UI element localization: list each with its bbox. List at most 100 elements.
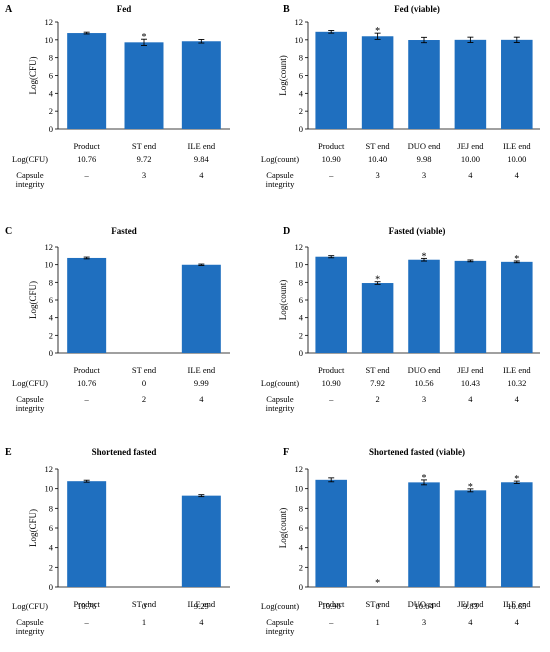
panel-letter: F <box>283 447 289 458</box>
panel-b: B Fed (viable) 0 2 4 6 8 10 12 Log(count) * Product… <box>261 4 540 189</box>
table-row-label: integrity <box>16 179 46 189</box>
panel-letter: E <box>5 447 12 458</box>
x-tick-label: Product <box>73 599 100 609</box>
table-cell: 9.98 <box>417 154 432 164</box>
significance-star: * <box>514 254 519 265</box>
table-cell: 9.83 <box>463 601 478 611</box>
y-tick-label: 2 <box>299 330 303 340</box>
table-cell: – <box>84 170 90 180</box>
significance-star: * <box>514 474 519 485</box>
table-cell: 3 <box>422 394 426 404</box>
y-tick-label: 0 <box>299 348 303 358</box>
table-cell: 10.76 <box>77 378 96 388</box>
significance-star: * <box>375 275 380 286</box>
panel-title: Fasted (viable) <box>389 226 446 236</box>
y-tick-label: 6 <box>49 523 53 533</box>
y-tick-label: 4 <box>49 313 54 323</box>
table-cell: 9.99 <box>194 378 209 388</box>
x-tick-label: JEJ end <box>457 141 484 151</box>
bar <box>315 256 347 353</box>
bar <box>181 264 221 353</box>
bar <box>501 482 533 587</box>
significance-star: * <box>422 473 427 484</box>
table-row-label: Log(count) <box>261 378 299 388</box>
table-row-label: Capsule <box>266 617 294 627</box>
table-cell: 10.76 <box>77 601 96 611</box>
table-cell: 4 <box>199 170 204 180</box>
table-cell: 4 <box>468 170 473 180</box>
table-cell: 9.72 <box>137 154 152 164</box>
table-cell: 10.00 <box>507 154 526 164</box>
y-tick-label: 4 <box>49 88 54 98</box>
x-tick-label: Product <box>318 141 345 151</box>
y-tick-label: 0 <box>49 582 53 592</box>
table-cell: 2 <box>375 394 379 404</box>
y-tick-label: 2 <box>49 330 53 340</box>
x-tick-label: ST end <box>366 141 391 151</box>
x-tick-label: Product <box>318 365 345 375</box>
panel-c: C Fasted 0 2 4 6 8 10 12 Log(CFU) Product ST end ILE… <box>5 226 230 413</box>
table-row-label: Log(CFU) <box>12 378 48 388</box>
table-row-label: Capsule <box>266 394 294 404</box>
y-tick-label: 8 <box>49 53 53 63</box>
table-cell: 4 <box>468 394 473 404</box>
table-row-label: Log(count) <box>261 601 299 611</box>
table-cell: 10.65 <box>507 601 526 611</box>
y-tick-label: 4 <box>299 543 304 553</box>
y-tick-label: 6 <box>49 71 53 81</box>
table-row-label: Log(count) <box>261 154 299 164</box>
x-tick-label: JEJ end <box>457 365 484 375</box>
table-cell: 4 <box>515 394 520 404</box>
y-tick-label: 12 <box>45 464 54 474</box>
y-tick-label: 2 <box>299 562 303 572</box>
table-cell: 9.84 <box>194 154 210 164</box>
table-cell: 9.29 <box>194 601 209 611</box>
table-cell: 4 <box>199 394 204 404</box>
x-tick-label: ST end <box>366 365 391 375</box>
y-tick-label: 8 <box>299 53 303 63</box>
y-tick-label: 10 <box>295 260 304 270</box>
bar <box>124 42 164 129</box>
y-tick-label: 4 <box>299 88 304 98</box>
y-tick-label: 12 <box>45 242 54 252</box>
panel-a: A Fed 0 2 4 6 8 10 12 Log(CFU) * Product ST end ILE e… <box>5 4 230 189</box>
bar <box>361 283 394 353</box>
y-tick-label: 12 <box>295 17 304 27</box>
table-cell: 4 <box>199 617 204 627</box>
table-cell: 4 <box>515 170 520 180</box>
table-cell: 1 <box>375 617 379 627</box>
table-cell: 0 <box>142 378 146 388</box>
y-tick-label: 0 <box>299 124 303 134</box>
x-tick-label: ILE end <box>188 141 216 151</box>
table-cell: 10.43 <box>461 378 480 388</box>
x-tick-label: Product <box>73 365 100 375</box>
table-row-label: Log(CFU) <box>12 601 48 611</box>
y-tick-label: 4 <box>299 313 304 323</box>
panel-title: Shortened fasted (viable) <box>369 447 465 457</box>
table-cell: 10.32 <box>507 378 526 388</box>
panel-title: Fed <box>117 4 132 14</box>
table-row-label: Log(CFU) <box>12 154 48 164</box>
y-tick-label: 8 <box>299 503 303 513</box>
y-tick-label: 6 <box>299 71 303 81</box>
table-row-label: integrity <box>16 403 46 413</box>
x-tick-label: ILE end <box>503 365 531 375</box>
panel-title: Shortened fasted <box>92 447 157 457</box>
table-row-label: Capsule <box>266 170 294 180</box>
panel-letter: A <box>5 4 13 15</box>
table-cell: 4 <box>515 617 520 627</box>
table-cell: 0 <box>375 601 379 611</box>
bar <box>454 260 487 353</box>
table-cell: 3 <box>142 170 146 180</box>
table-row-label: Capsule <box>16 617 44 627</box>
table-row-label: integrity <box>16 626 46 636</box>
x-tick-label: ST end <box>132 141 157 151</box>
y-tick-label: 0 <box>49 124 53 134</box>
bar <box>501 39 533 130</box>
y-tick-label: 6 <box>299 523 303 533</box>
y-tick-label: 2 <box>49 562 53 572</box>
table-cell: 2 <box>142 394 146 404</box>
x-tick-label: DUO end <box>408 365 442 375</box>
y-tick-label: 8 <box>299 277 303 287</box>
significance-star: * <box>375 26 380 37</box>
